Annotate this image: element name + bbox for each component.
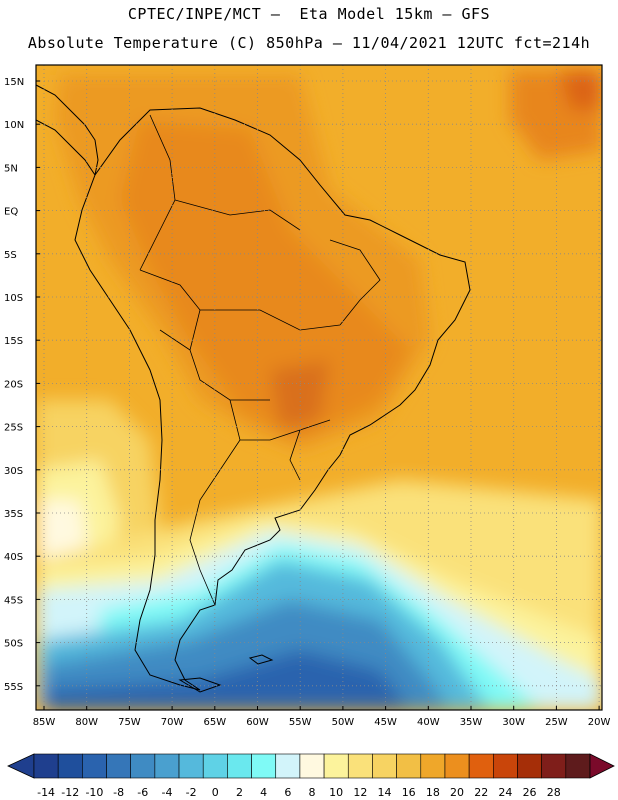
lat-tick-label: 30S <box>4 466 23 477</box>
lon-tick-label: 65W <box>203 717 226 728</box>
country-borders <box>139 114 381 606</box>
colorbar-label: -8 <box>113 786 124 799</box>
colorbar-swatch <box>202 753 228 779</box>
colorbar-swatch <box>57 753 83 779</box>
lat-tick-label: 50S <box>4 639 23 650</box>
lat-tick-label: 55S <box>4 682 23 693</box>
colorbar-label: 0 <box>212 786 219 799</box>
lat-tick-label: 40S <box>4 552 23 563</box>
colorbar-label: 10 <box>329 786 343 799</box>
colorbar-swatch <box>541 753 567 779</box>
lon-tick-label: 40W <box>417 717 440 728</box>
temperature-field <box>36 65 602 710</box>
colorbar-label: 8 <box>309 786 316 799</box>
colorbar-label: 24 <box>498 786 512 799</box>
colorbar: -14 -12 -10 -8 -6 -4 -2 0 2 4 6 8 10 12 14 16 18 20 22 24 26… <box>7 753 615 799</box>
map-title-line1: CPTEC/INPE/MCT – Eta Model 15km – GFS <box>127 5 491 23</box>
central-america-coast <box>36 84 99 176</box>
lon-tick-label: 35W <box>460 717 483 728</box>
lat-tick-label: 45S <box>4 595 23 606</box>
colorbar-label: 26 <box>523 786 537 799</box>
colorbar-swatch <box>347 753 373 779</box>
lat-tick-label: 10S <box>4 293 23 304</box>
colorbar-label: 12 <box>353 786 367 799</box>
colorbar-swatch <box>178 753 204 779</box>
lat-tick-label: 20S <box>4 379 23 390</box>
lat-tick-label: 10N <box>4 120 24 131</box>
lon-tick-label: 60W <box>246 717 269 728</box>
colorbar-label: 22 <box>474 786 488 799</box>
lon-tick-label: 20W <box>588 717 611 728</box>
lon-tick-label: 25W <box>545 717 568 728</box>
colorbar-label: 18 <box>426 786 440 799</box>
tierra-del-fuego <box>178 677 222 693</box>
falkland-islands <box>248 654 274 665</box>
colorbar-label: -2 <box>186 786 197 799</box>
colorbar-swatch <box>323 753 349 779</box>
colorbar-swatch <box>130 753 156 779</box>
lon-tick-label: 85W <box>33 717 56 728</box>
colorbar-swatch <box>82 753 107 779</box>
colorbar-swatch <box>154 753 180 779</box>
map-frame <box>35 64 603 711</box>
colorbar-swatch <box>396 753 422 779</box>
lat-tick-label: 35S <box>4 509 23 520</box>
lat-tick-label: 5N <box>4 163 18 174</box>
colorbar-label: 2 <box>236 786 243 799</box>
lon-tick-label: 55W <box>289 717 312 728</box>
colorbar-label: -6 <box>137 786 148 799</box>
colorbar-high-arrow <box>589 753 615 779</box>
lon-tick-label: 50W <box>332 717 355 728</box>
colorbar-swatch <box>299 753 325 779</box>
south-america-coast <box>74 107 471 691</box>
colorbar-label: -14 <box>37 786 55 799</box>
colorbar-swatch <box>444 753 470 779</box>
colorbar-swatch <box>372 753 397 779</box>
colorbar-swatch <box>493 753 518 779</box>
colorbar-swatch <box>227 753 252 779</box>
colorbar-label: 6 <box>284 786 291 799</box>
colorbar-swatch <box>468 753 494 779</box>
lon-tick-label: 45W <box>374 717 397 728</box>
lat-tick-label: EQ <box>4 207 18 218</box>
colorbar-label: 14 <box>378 786 392 799</box>
land-outlines <box>36 84 471 693</box>
colorbar-label: 28 <box>547 786 561 799</box>
colorbar-swatch <box>106 753 131 779</box>
colorbar-label: 20 <box>450 786 464 799</box>
lat-tick-label: 15N <box>4 77 24 88</box>
map-title-line2: Absolute Temperature (C) 850hPa – 11/04/… <box>27 34 591 52</box>
colorbar-swatch <box>565 753 591 779</box>
colorbar-label: 16 <box>402 786 416 799</box>
colorbar-swatch <box>251 753 277 779</box>
colorbar-swatch <box>420 753 446 779</box>
axis-ticks: 15N 10N 5N EQ 5S 10S 15S 20S 25S 30S 35S 40S 45S 50S 5… <box>4 77 611 728</box>
lon-tick-label: 75W <box>118 717 141 728</box>
colorbar-swatch <box>275 753 301 779</box>
lat-tick-label: 25S <box>4 423 23 434</box>
colorbar-swatch <box>517 753 542 779</box>
lat-tick-label: 5S <box>4 250 17 261</box>
lon-tick-label: 30W <box>502 717 525 728</box>
colorbar-label: -4 <box>161 786 172 799</box>
colorbar-label: -12 <box>61 786 79 799</box>
colorbar-low-arrow <box>7 753 35 779</box>
colorbar-swatch <box>33 753 59 779</box>
lat-tick-label: 15S <box>4 336 23 347</box>
colorbar-label: -10 <box>85 786 103 799</box>
lon-tick-label: 70W <box>161 717 184 728</box>
lon-tick-label: 80W <box>75 717 98 728</box>
colorbar-label: 4 <box>260 786 267 799</box>
